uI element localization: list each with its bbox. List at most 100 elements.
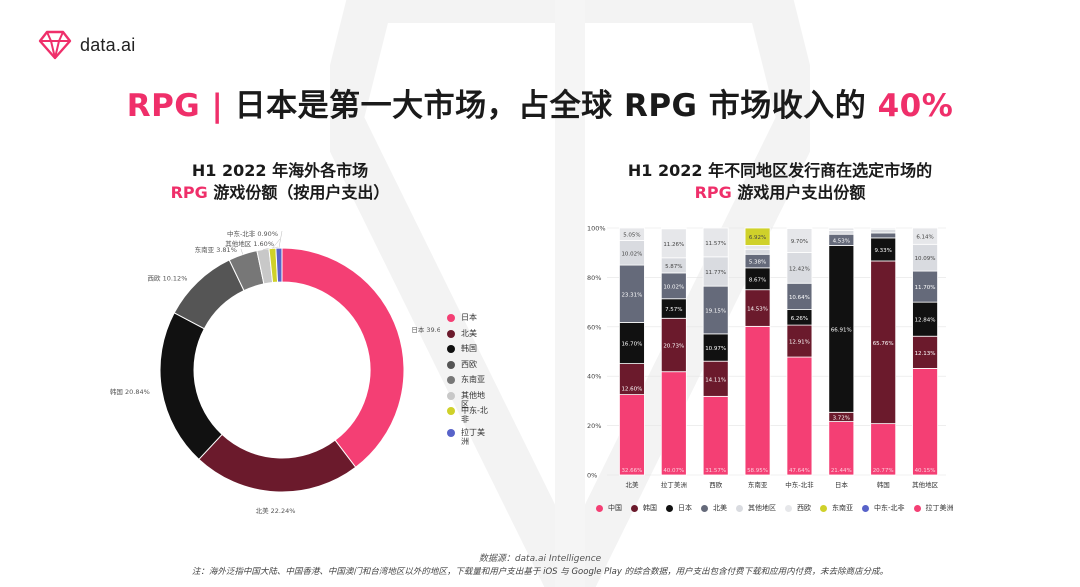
bar-legend-label: 中国 — [608, 504, 622, 512]
bar-data-label: 11.57% — [705, 241, 726, 247]
bar-data-label: 10.64% — [789, 295, 810, 301]
bar-legend-label: 北美 — [713, 504, 727, 512]
bar-segment — [912, 301, 938, 337]
bar-segment — [702, 395, 729, 476]
bar-legend-item: 中东-北非 — [862, 503, 905, 513]
bar-segment — [786, 282, 813, 310]
bar-title-line1: H1 2022 年不同地区发行商在选定市场的 — [627, 161, 933, 180]
donut-legend-item: 拉丁美洲 — [447, 428, 489, 446]
bar-data-label: 21.44% — [831, 468, 852, 474]
bar-data-label: 4.53% — [833, 238, 850, 244]
x-category-label: 西欧 — [709, 480, 723, 489]
donut-legend-item: 西欧 — [447, 360, 489, 376]
bar-segment — [870, 228, 897, 234]
donut-slice-label-4: 东南亚 3.81% — [195, 245, 237, 254]
bar-segment — [912, 227, 938, 245]
donut-legend-item: 中东-北非 — [447, 406, 489, 428]
bar-data-label: 8.67% — [749, 277, 766, 283]
bar-data-label: 9.70% — [791, 239, 808, 245]
donut-title-line1: H1 2022 年海外各市场 — [191, 161, 369, 180]
donut-legend-label: 西欧 — [461, 359, 477, 369]
source-note: 数据源：data.ai Intelligence — [478, 554, 602, 564]
bar-segment — [828, 227, 855, 231]
bar-segment — [702, 360, 729, 397]
legend-dot-icon — [447, 329, 455, 338]
bar-data-label: 20.77% — [873, 468, 894, 474]
donut-legend-item: 韩国 — [447, 344, 489, 360]
bar-segment — [619, 264, 645, 323]
bar-legend-item: 韩国 — [631, 503, 657, 513]
bar-data-label: 23.31% — [621, 292, 642, 298]
donut-slice-2 — [159, 312, 223, 461]
bar-legend-item: 西欧 — [785, 503, 811, 513]
donut-title-line2: 游戏份额（按用户支出） — [207, 183, 390, 202]
brand-logo[interactable]: data.ai — [38, 30, 135, 60]
bar-data-label: 10.02% — [663, 284, 684, 290]
bar-legend-label: 韩国 — [643, 504, 657, 512]
bar-segment — [786, 252, 813, 284]
bar-legend-item: 拉丁美洲 — [913, 503, 954, 513]
bar-segment — [660, 317, 687, 373]
brand-name: data.ai — [80, 34, 136, 55]
bar-legend-item: 北美 — [701, 503, 727, 513]
bar-segment — [912, 368, 938, 476]
bar-segment — [619, 227, 645, 241]
y-tick-label: 0% — [587, 472, 597, 480]
legend-dot-icon — [913, 504, 921, 512]
bar-segment — [619, 240, 645, 266]
bar-segment — [744, 245, 771, 250]
bar-data-label: 32.66% — [621, 468, 642, 474]
x-category-label: 韩国 — [877, 480, 890, 489]
donut-slice-label-2: 韩国 20.84% — [110, 387, 150, 396]
bar-data-label: 6.26% — [791, 316, 808, 322]
legend-dot-icon — [701, 504, 708, 512]
diamond-logo-icon — [38, 30, 72, 60]
bar-data-label: 10.09% — [915, 256, 936, 262]
headline-tag: RPG | — [126, 88, 235, 124]
donut-legend-label: 拉丁美洲 — [461, 428, 485, 446]
bar-data-label: 5.05% — [623, 233, 640, 239]
bar-segment — [660, 371, 687, 476]
bar-title-line2: 游戏用户支出份额 — [731, 183, 866, 202]
bar-data-label: 12.13% — [915, 351, 936, 357]
bar-legend-label: 其他地区 — [748, 504, 776, 512]
donut-slice-0 — [281, 247, 405, 468]
donut-slice-label-1: 北美 22.24% — [256, 506, 296, 515]
bar-legend: 中国 韩国 日本 北美 其他地区 西欧 东南亚 中东-北非 拉丁美洲 — [596, 503, 956, 513]
headline-percent: 40% — [877, 88, 954, 124]
bar-segment — [619, 394, 645, 476]
bar-legend-item: 日本 — [666, 503, 692, 513]
donut-chart-title: H1 2022 年海外各市场 RPG 游戏份额（按用户支出） — [150, 160, 410, 204]
legend-dot-icon — [447, 314, 455, 322]
bar-data-label: 19.15% — [705, 309, 726, 315]
donut-leader-line-4 — [240, 248, 244, 255]
bar-segment — [744, 325, 771, 476]
donut-legend-label: 中东-北非 — [461, 406, 488, 424]
legend-dot-icon — [447, 391, 455, 400]
donut-legend-label: 日本 — [461, 313, 477, 322]
y-tick-label: 100% — [587, 225, 606, 233]
legend-dot-icon — [785, 504, 792, 512]
bar-data-label: 12.60% — [621, 387, 642, 393]
donut-slice-label-7: 拉丁美洲 0.80% — [233, 225, 282, 226]
bar-segment — [828, 421, 855, 476]
bar-segment — [786, 356, 813, 476]
y-tick-label: 20% — [587, 422, 601, 430]
donut-chart: 日本 39.68% 北美 22.24% 韩国 20.84% 西欧 10.12% 东南亚 … — [110, 225, 440, 515]
donut-leader-line-7 — [278, 230, 283, 249]
legend-dot-icon — [736, 504, 743, 512]
legend-dot-icon — [862, 504, 869, 512]
donut-legend-item: 日本 — [447, 313, 489, 329]
bar-data-label: 58.95% — [747, 468, 768, 474]
bar-legend-item: 其他地区 — [736, 503, 776, 513]
bar-legend-item: 中国 — [596, 503, 622, 513]
bar-data-label: 10.97% — [705, 346, 726, 352]
donut-slice-label-3: 西欧 10.12% — [148, 274, 188, 283]
bar-legend-label: 中东-北非 — [874, 504, 905, 512]
bar-title-rpg: RPG — [694, 183, 732, 202]
bar-segment — [828, 230, 855, 235]
bar-segment — [660, 227, 687, 230]
bar-data-label: 14.11% — [705, 377, 726, 383]
bar-data-label: 5.38% — [749, 260, 766, 266]
stacked-bar-chart: 0% 20% 40% 60% 80% 100% 32.66% 12.60% 16.70% 23.3… — [587, 225, 946, 489]
